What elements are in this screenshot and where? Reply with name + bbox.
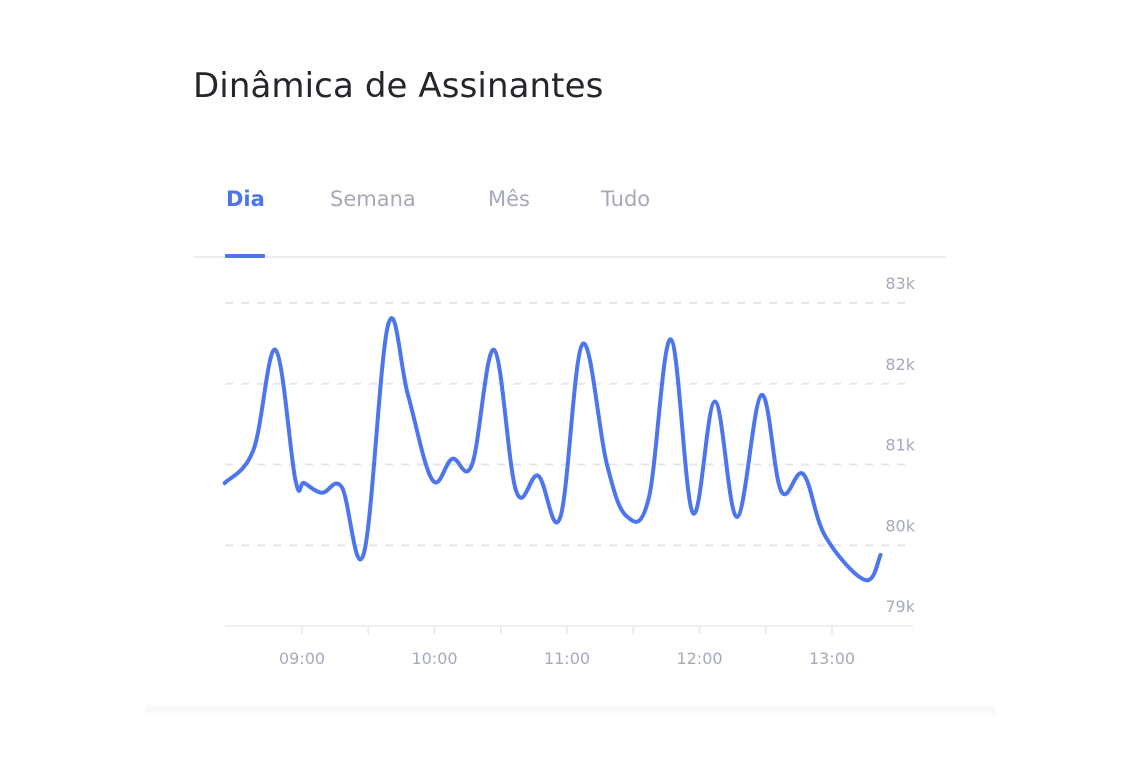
y-tick-label: 83k xyxy=(885,274,915,293)
x-tick-label: 09:00 xyxy=(279,649,325,668)
y-tick-label: 81k xyxy=(885,436,915,455)
x-tick-label: 11:00 xyxy=(544,649,590,668)
card-title: Dinâmica de Assinantes xyxy=(193,66,604,106)
y-tick-label: 79k xyxy=(885,597,915,616)
tab-month[interactable]: Mês xyxy=(488,187,530,211)
subscriber-dynamics-card xyxy=(145,0,995,745)
card-bottom-fade xyxy=(145,703,995,717)
subscriber-series-line xyxy=(222,316,883,583)
x-axis: 09:00 10:00 11:00 12:00 13:00 xyxy=(225,625,913,668)
x-tick-label: 10:00 xyxy=(411,649,457,668)
tab-day[interactable]: Dia xyxy=(226,187,265,211)
x-tick-label: 13:00 xyxy=(809,649,855,668)
y-tick-label: 80k xyxy=(885,516,915,535)
tab-all[interactable]: Tudo xyxy=(601,187,651,211)
tab-week[interactable]: Semana xyxy=(330,187,416,211)
chart-gridlines xyxy=(225,302,913,547)
active-tab-indicator xyxy=(225,254,265,258)
y-axis-labels: 83k 82k 81k 80k 79k xyxy=(885,274,915,616)
tabs-divider xyxy=(193,256,946,258)
y-tick-label: 82k xyxy=(885,355,915,374)
x-tick-label: 12:00 xyxy=(676,649,722,668)
